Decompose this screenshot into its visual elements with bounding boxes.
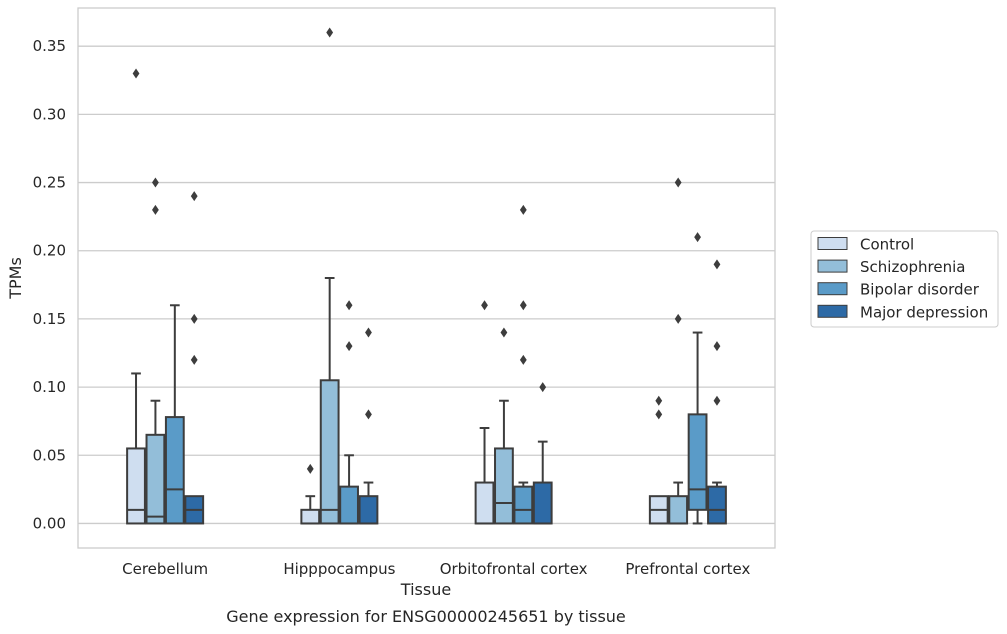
x-tick-label: Cerebellum	[122, 560, 208, 578]
outlier-point	[306, 463, 314, 474]
box	[494, 447, 514, 525]
legend-swatch	[817, 237, 848, 250]
outlier-point	[519, 204, 527, 215]
box	[358, 495, 379, 525]
outlier-point	[345, 300, 353, 311]
box	[532, 481, 553, 525]
legend-label: Schizophrenia	[860, 258, 965, 276]
outlier-point	[519, 300, 527, 311]
x-tick-labels: Cerebellum Hipppocampus Orbitofrontal cort…	[122, 560, 750, 578]
outlier-point	[152, 204, 159, 215]
legend-swatch	[817, 304, 848, 318]
legend-swatch	[817, 282, 848, 296]
box-group	[126, 68, 146, 525]
box	[164, 416, 185, 525]
box	[339, 485, 359, 525]
box	[300, 508, 321, 525]
box-group	[687, 232, 708, 525]
outlier-point	[655, 395, 663, 406]
box-group	[145, 177, 166, 525]
y-tick-label: 0.10	[33, 378, 66, 396]
x-tick-label: Prefrontal cortex	[625, 560, 750, 578]
outlier-point	[190, 354, 198, 365]
plot-frame	[77, 7, 776, 549]
box-group	[494, 327, 514, 525]
y-axis-label: TPMs	[6, 257, 25, 300]
y-tick-label: 0.35	[33, 37, 66, 55]
legend-label: Bipolar disorder	[860, 281, 980, 299]
outlier-point	[132, 68, 140, 79]
y-tick-label: 0.00	[33, 514, 66, 532]
box-group	[358, 327, 379, 525]
y-tick-label: 0.25	[33, 174, 66, 192]
outlier-point	[539, 382, 547, 393]
outlier-point	[190, 313, 198, 324]
box-group	[707, 259, 727, 525]
box	[513, 485, 534, 525]
box	[126, 447, 146, 525]
box-group	[184, 191, 205, 525]
outlier-point	[365, 327, 372, 338]
box-group	[668, 177, 689, 525]
legend-label: Control	[860, 236, 914, 254]
legend-frame	[810, 230, 999, 328]
chart-caption: Gene expression for ENSG00000245651 by t…	[226, 607, 626, 626]
y-tick-label: 0.20	[33, 242, 66, 260]
box	[668, 495, 689, 525]
outlier-point	[152, 177, 159, 188]
box-group	[513, 204, 534, 525]
outlier-point	[655, 409, 663, 420]
y-tick-labels: 0.00 0.05 0.10 0.15 0.20 0.25 0.30 0.35	[33, 37, 66, 532]
y-tick-label: 0.05	[33, 446, 66, 464]
outlier-point	[365, 409, 372, 420]
outlier-point	[326, 27, 334, 38]
outlier-point	[713, 341, 721, 352]
box	[687, 413, 708, 511]
box-group	[532, 382, 553, 525]
outlier-point	[190, 191, 198, 202]
legend-swatch	[817, 259, 848, 273]
outlier-point	[713, 259, 721, 270]
x-tick-label: Hipppocampus	[283, 560, 395, 578]
box	[319, 379, 340, 525]
boxes	[126, 27, 727, 525]
x-axis-label: Tissue	[400, 580, 451, 599]
box-group	[339, 300, 359, 525]
box-group	[474, 300, 495, 525]
y-tick-label: 0.30	[33, 105, 66, 123]
outlier-point	[674, 177, 682, 188]
x-tick-label: Orbitofrontal cortex	[440, 560, 588, 578]
outlier-point	[694, 232, 701, 243]
outlier-point	[519, 354, 527, 365]
y-tick-label: 0.15	[33, 310, 66, 328]
box	[474, 481, 495, 525]
legend-label: Major depression	[860, 303, 988, 321]
box-group	[300, 463, 321, 525]
box-group	[319, 27, 340, 525]
box	[707, 485, 727, 525]
box-group	[648, 395, 669, 525]
legend: Control Schizophrenia Bipolar disorder Majo…	[810, 230, 999, 328]
outlier-point	[674, 313, 682, 324]
outlier-point	[713, 395, 721, 406]
outlier-point	[500, 327, 508, 338]
outlier-point	[345, 341, 353, 352]
outlier-point	[481, 300, 488, 311]
box-group	[164, 304, 185, 525]
box	[145, 433, 166, 525]
